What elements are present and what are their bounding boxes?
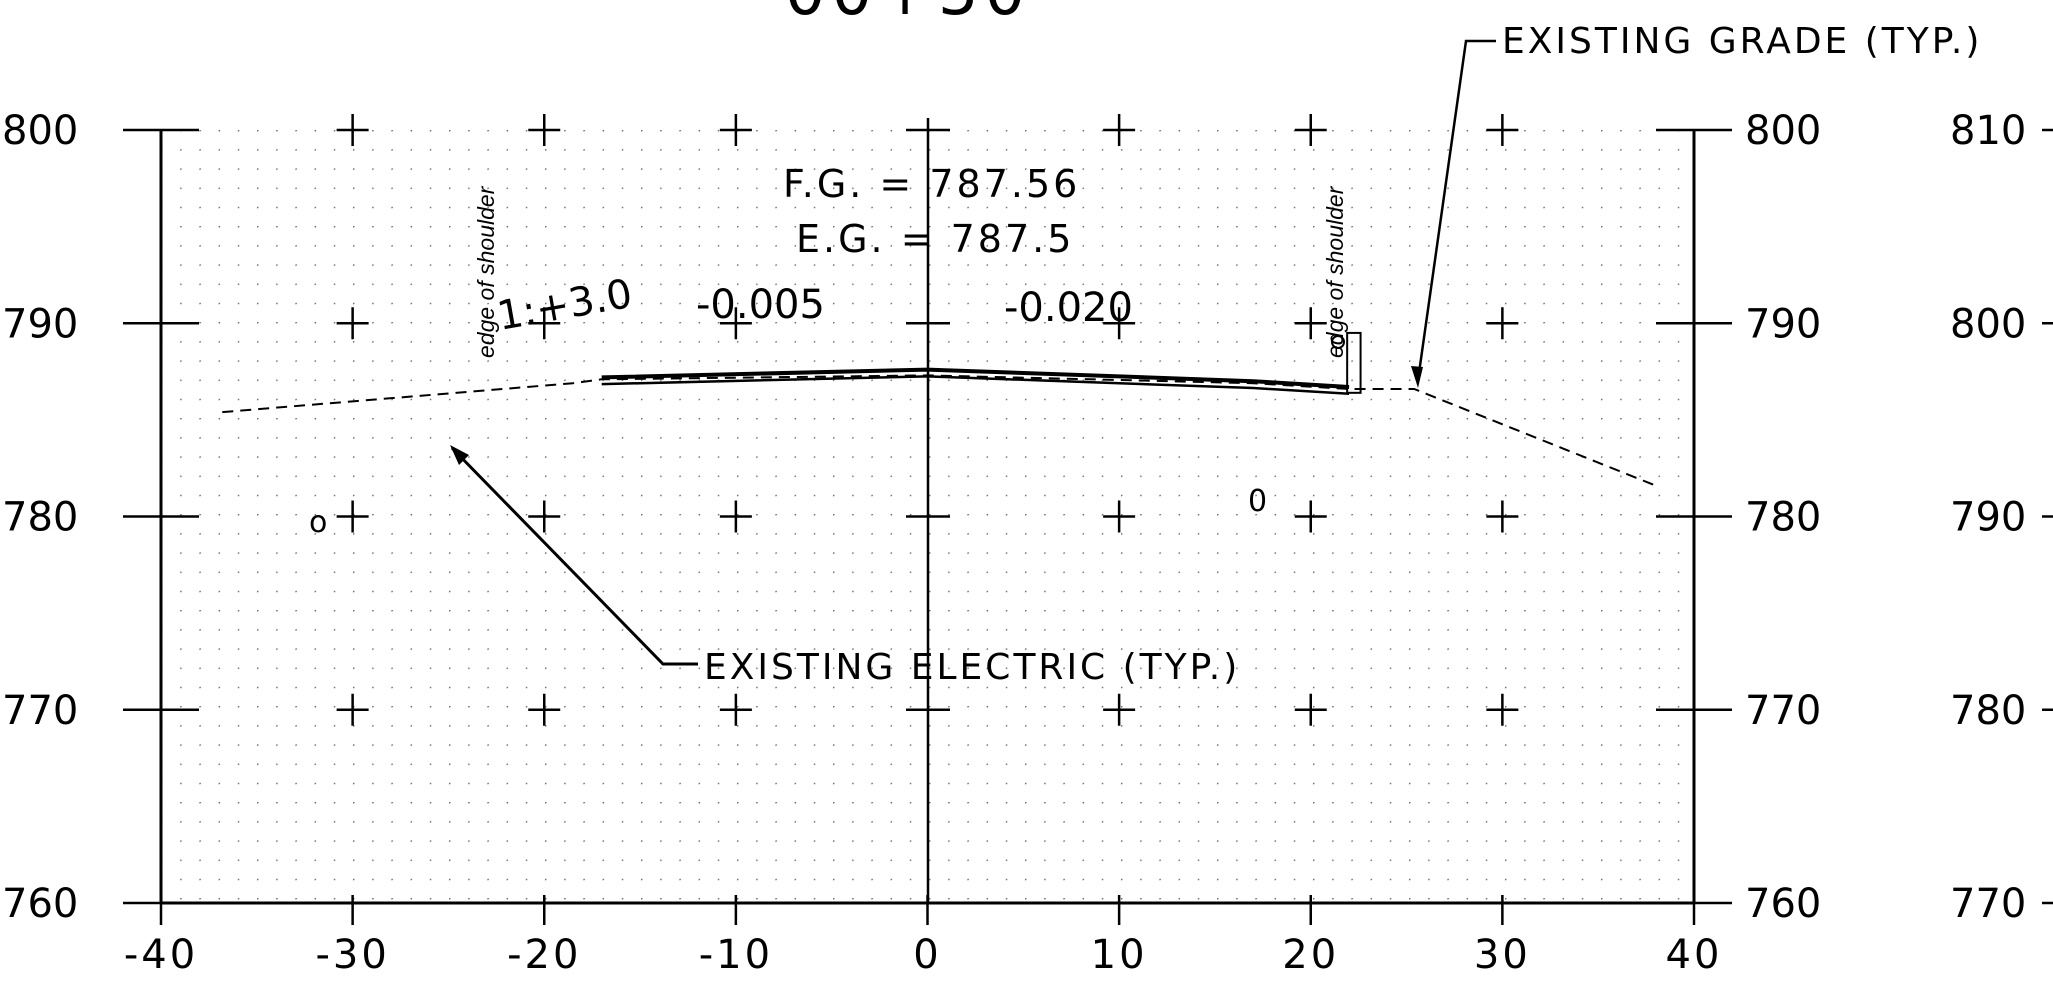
y-tick-label-right: 790 (1745, 301, 1821, 347)
x-tick-label: 40 (1666, 932, 1723, 978)
existing-grade-callout: EXISTING GRADE (TYP.) (1502, 21, 1982, 62)
station-label: 00+50 (785, 0, 1032, 30)
existing-grade-leader (1416, 39, 1496, 381)
existing-utility-marker-left: o (309, 505, 327, 540)
existing-electric-arrowhead (450, 445, 469, 465)
x-axis-labels: -40 -30 -20 -10 0 10 20 30 40 (124, 932, 1723, 978)
existing-grade-arrowhead (1411, 366, 1423, 388)
y-tick-label-far-right: 780 (1950, 688, 2026, 734)
cross-slope-right-label: -0.020 (1004, 285, 1133, 331)
y-tick-label-right: 780 (1745, 495, 1821, 541)
edge-of-shoulder-right-label: edge of shoulder (1322, 185, 1348, 358)
existing-grade-line (222, 374, 1657, 487)
y-tick-label-left: 760 (2, 881, 78, 927)
y-tick-label-far-right: 770 (1950, 881, 2026, 927)
x-tick-label: -20 (507, 932, 581, 978)
y-tick-label-right: 800 (1745, 108, 1821, 154)
y-tick-label-right: 760 (1745, 881, 1821, 927)
x-tick-label: 20 (1282, 932, 1339, 978)
edge-of-shoulder-left-label: edge of shoulder (473, 185, 499, 358)
x-tick-label: -40 (124, 932, 198, 978)
x-tick-label: 30 (1474, 932, 1531, 978)
finished-grade-line (601, 367, 1350, 389)
x-tick-label: 0 (913, 932, 941, 978)
grid-crosses (336, 114, 1519, 726)
y-tick-label-left: 780 (2, 495, 78, 541)
curb (1346, 331, 1362, 394)
existing-electric-callout: EXISTING ELECTRIC (TYP.) (704, 647, 1240, 688)
x-tick-label: -30 (315, 932, 389, 978)
axis-ticks (123, 128, 2053, 925)
y-tick-label-right: 770 (1745, 688, 1821, 734)
x-tick-label: 10 (1091, 932, 1148, 978)
finished-grade-label: F.G. = 787.56 (783, 162, 1080, 206)
utility-marker-small (1331, 335, 1345, 349)
y-axis-labels: 800 800 810 790 790 800 780 780 790 770 770 780 760 7… (2, 108, 2026, 927)
cross-slope-left-label: -0.005 (696, 282, 825, 328)
existing-electric-leader (450, 446, 698, 666)
y-tick-label-far-right: 800 (1950, 301, 2026, 347)
y-tick-label-far-right: 810 (1950, 108, 2026, 154)
x-tick-label: -10 (699, 932, 773, 978)
y-tick-label-left: 770 (2, 688, 78, 734)
y-tick-label-far-right: 790 (1950, 495, 2026, 541)
y-tick-label-left: 800 (2, 108, 78, 154)
y-tick-label-left: 790 (2, 301, 78, 347)
pavement-bottom-line (601, 375, 1350, 396)
existing-grade-elevation-label: E.G. = 787.5 (796, 217, 1074, 261)
existing-utility-marker-right: 0 (1248, 484, 1267, 519)
